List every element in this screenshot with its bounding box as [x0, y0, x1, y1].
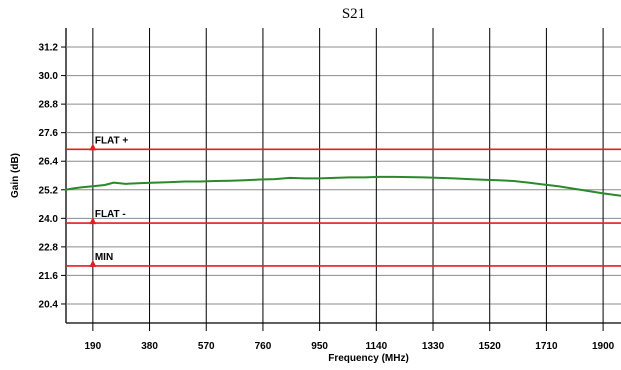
y-axis-label: Gain (dB) [10, 153, 21, 198]
y-tick-label: 21.6 [39, 271, 59, 282]
x-tick-label: 760 [255, 341, 272, 352]
x-tick-label: 950 [311, 341, 328, 352]
limit-marker [89, 217, 97, 225]
y-tick-label: 25.2 [39, 185, 59, 196]
limit-line-label: MIN [95, 252, 113, 263]
limit-line-group: FLAT + FLAT - MIN [66, 135, 621, 267]
chart-title: S21 [342, 6, 365, 22]
y-tick-label: 30.0 [39, 71, 59, 82]
grid-group [61, 28, 621, 331]
x-tick-label: 190 [85, 341, 102, 352]
limit-marker [89, 143, 97, 151]
limit-marker [89, 259, 97, 267]
y-tick-label: 26.4 [39, 157, 59, 168]
y-tick-label: 22.8 [39, 242, 59, 253]
x-tick-label: 1140 [365, 341, 387, 352]
y-tick-label: 27.6 [39, 128, 59, 139]
x-axis-label: Frequency (MHz) [328, 353, 409, 364]
x-tick-label: 1520 [479, 341, 502, 352]
y-tick-label: 24.0 [39, 214, 59, 225]
series-line [65, 175, 621, 197]
y-tick-label: 20.4 [39, 299, 59, 310]
x-tick-label: 1710 [535, 341, 558, 352]
x-tick-label: 1900 [592, 341, 615, 352]
limit-line-label: FLAT - [95, 209, 126, 220]
y-tick-label: 28.8 [39, 100, 59, 111]
y-tick-label: 31.2 [39, 43, 59, 54]
series-group [65, 175, 621, 197]
x-tick-label: 1330 [422, 341, 445, 352]
tick-label-group: 20.4 21.6 22.8 24.0 25.2 26.4 27.6 28.8 30.0 31.2… [39, 43, 615, 352]
x-tick-label: 570 [198, 341, 215, 352]
x-tick-label: 380 [141, 341, 158, 352]
limit-line-label: FLAT + [95, 135, 129, 146]
